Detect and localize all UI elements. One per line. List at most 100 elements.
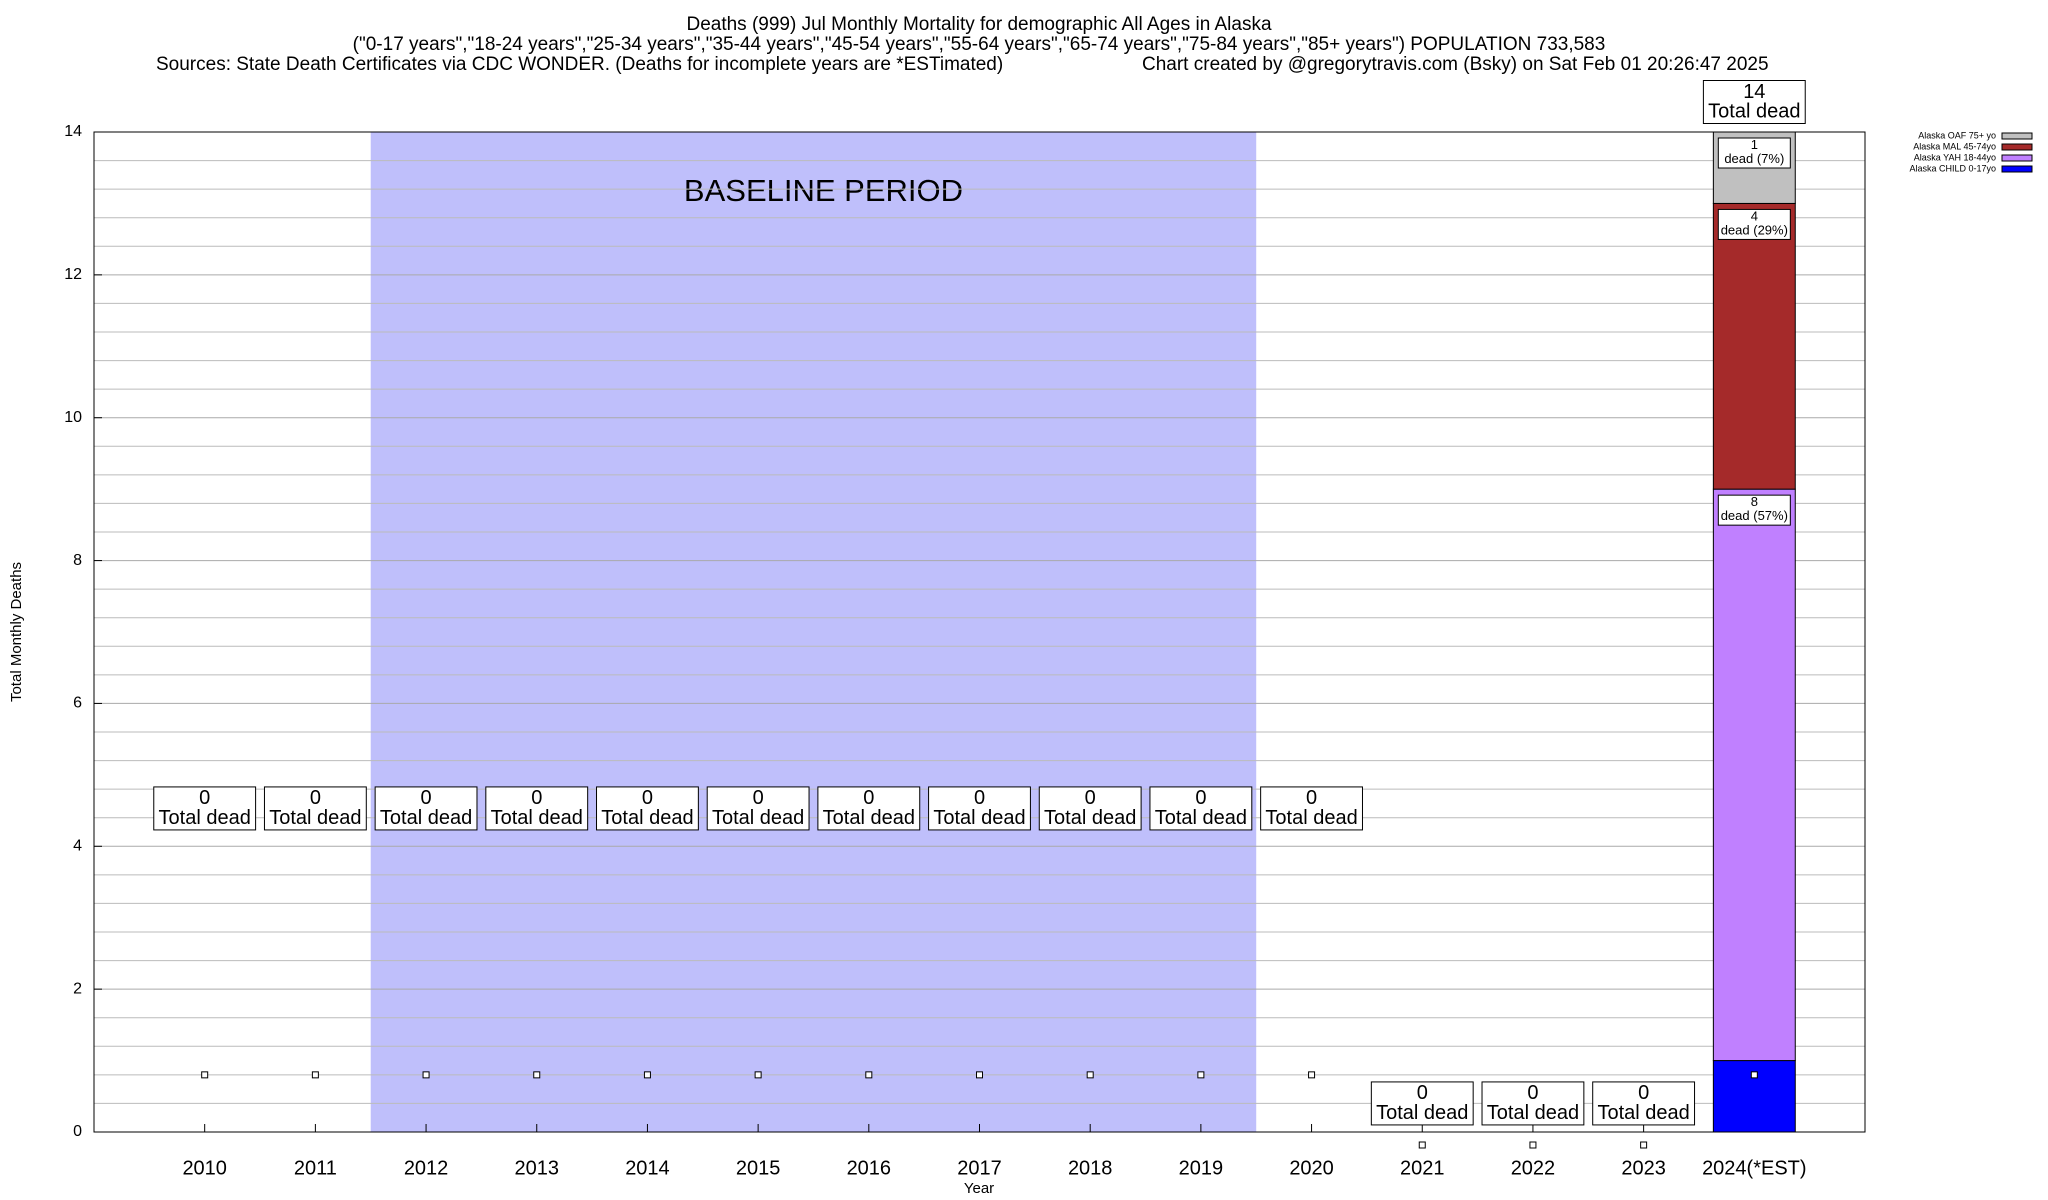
total-label-caption: Total dead bbox=[1597, 1102, 1689, 1124]
x-tick-label: 2020 bbox=[1289, 1157, 1334, 1179]
total-label-value: 0 bbox=[863, 787, 874, 809]
baseline-label: BASELINE PERIOD bbox=[684, 173, 963, 208]
total-label-box bbox=[1149, 786, 1253, 831]
y-tick-label: 4 bbox=[73, 838, 82, 855]
legend-label: Alaska CHILD 0-17yo bbox=[1909, 163, 1996, 173]
total-label-value: 0 bbox=[310, 787, 321, 809]
point-marker bbox=[1308, 1071, 1316, 1079]
total-label-caption: Total dead bbox=[933, 807, 1025, 829]
total-label-caption: Total dead bbox=[712, 807, 804, 829]
segment-label-line: 4 bbox=[1751, 209, 1758, 224]
y-tick-label: 2 bbox=[73, 980, 82, 997]
legend-label: Alaska MAL 45-74yo bbox=[1913, 141, 1996, 151]
total-label-value: 0 bbox=[199, 787, 210, 809]
total-label-caption: Total dead bbox=[1044, 807, 1136, 829]
total-label-box bbox=[817, 786, 921, 831]
total-label-caption: Total dead bbox=[1376, 1102, 1468, 1124]
x-tick-label: 2010 bbox=[182, 1157, 227, 1179]
total-label-value: 0 bbox=[1306, 787, 1317, 809]
plot-frame bbox=[93, 131, 1866, 1133]
x-tick-label: 2024(*EST) bbox=[1702, 1157, 1807, 1179]
segment-label-box bbox=[1717, 494, 1791, 526]
x-tick-label: 2012 bbox=[404, 1157, 449, 1179]
total-label-caption: Total dead bbox=[491, 807, 583, 829]
legend-swatch bbox=[2001, 165, 2033, 173]
legend-swatch bbox=[2001, 132, 2033, 140]
total-label-caption: Total dead bbox=[1487, 1102, 1579, 1124]
total-label-caption: Total dead bbox=[1708, 101, 1800, 123]
point-marker bbox=[1529, 1141, 1537, 1149]
x-axis-label: Year bbox=[964, 1180, 994, 1197]
chart-subtitle: ("0-17 years","18-24 years","25-34 years… bbox=[353, 34, 1606, 55]
y-tick-label: 6 bbox=[73, 695, 82, 712]
segment-label-box bbox=[1717, 208, 1791, 240]
total-label-caption: Total dead bbox=[159, 807, 251, 829]
y-tick-label: 12 bbox=[64, 266, 82, 283]
segment-label-line: dead (29%) bbox=[1721, 223, 1788, 238]
x-tick-label: 2018 bbox=[1068, 1157, 1113, 1179]
total-label-box bbox=[153, 786, 257, 831]
x-tick-label: 2021 bbox=[1400, 1157, 1445, 1179]
segment-label-line: 8 bbox=[1751, 495, 1758, 510]
legend-swatch bbox=[2001, 154, 2033, 162]
x-tick-label: 2013 bbox=[515, 1157, 560, 1179]
x-tick-label: 2017 bbox=[957, 1157, 1002, 1179]
total-label-box bbox=[374, 786, 478, 831]
chart-credit: Chart created by @gregorytravis.com (Bsk… bbox=[1142, 54, 1769, 75]
total-label-value: 0 bbox=[1085, 787, 1096, 809]
point-marker bbox=[311, 1071, 319, 1079]
total-label-value: 0 bbox=[1638, 1082, 1649, 1104]
y-axis-label: Total Monthly Deaths bbox=[8, 562, 25, 702]
point-marker bbox=[643, 1071, 651, 1079]
total-label-value: 0 bbox=[753, 787, 764, 809]
y-tick-label: 8 bbox=[73, 552, 82, 569]
total-label-value: 0 bbox=[1417, 1082, 1428, 1104]
total-label-box bbox=[1702, 80, 1806, 124]
total-label-caption: Total dead bbox=[1265, 807, 1357, 829]
bar-segment bbox=[1712, 1060, 1796, 1133]
total-label-caption: Total dead bbox=[380, 807, 472, 829]
total-label-caption: Total dead bbox=[601, 807, 693, 829]
legend-label: Alaska OAF 75+ yo bbox=[1918, 130, 1996, 140]
total-label-box bbox=[706, 786, 810, 831]
total-label-value: 0 bbox=[974, 787, 985, 809]
total-label-box bbox=[1038, 786, 1142, 831]
x-tick-label: 2023 bbox=[1621, 1157, 1666, 1179]
segment-label-line: dead (7%) bbox=[1724, 151, 1784, 166]
point-marker bbox=[1640, 1141, 1648, 1149]
total-label-box bbox=[928, 786, 1031, 831]
legend-label: Alaska YAH 18-44yo bbox=[1914, 152, 1996, 162]
x-tick-label: 2015 bbox=[736, 1157, 781, 1179]
total-label-box bbox=[596, 786, 699, 831]
baseline-region bbox=[370, 132, 1257, 1132]
total-label-value: 0 bbox=[642, 787, 653, 809]
total-label-value: 14 bbox=[1743, 81, 1765, 103]
legend-swatch bbox=[2001, 143, 2033, 151]
total-label-box bbox=[263, 786, 367, 831]
total-label-caption: Total dead bbox=[269, 807, 361, 829]
y-tick-label: 14 bbox=[64, 123, 82, 140]
point-marker bbox=[1086, 1071, 1094, 1079]
point-marker bbox=[533, 1071, 541, 1079]
chart-title: Deaths (999) Jul Monthly Mortality for d… bbox=[686, 14, 1271, 35]
total-label-caption: Total dead bbox=[823, 807, 915, 829]
point-marker bbox=[976, 1071, 983, 1079]
segment-label-line: 1 bbox=[1751, 137, 1758, 152]
x-tick-label: 2011 bbox=[294, 1157, 337, 1179]
point-marker bbox=[422, 1071, 430, 1079]
x-tick-label: 2014 bbox=[625, 1157, 670, 1179]
segment-label: 4 dead (29%) bbox=[1721, 209, 1788, 238]
bar-segment bbox=[1712, 202, 1796, 490]
point-marker bbox=[754, 1071, 762, 1079]
total-label-value: 0 bbox=[1195, 787, 1206, 809]
x-tick-label: 2016 bbox=[847, 1157, 892, 1179]
total-label-value: 0 bbox=[1527, 1082, 1538, 1104]
segment-label-line: dead (57%) bbox=[1721, 509, 1788, 524]
segment-label: 8 dead (57%) bbox=[1721, 495, 1788, 524]
point-marker bbox=[865, 1071, 873, 1079]
bar-segment bbox=[1712, 488, 1796, 1062]
y-tick-label: 0 bbox=[73, 1123, 82, 1140]
point-marker bbox=[1197, 1071, 1205, 1079]
total-label-box bbox=[1260, 786, 1363, 831]
